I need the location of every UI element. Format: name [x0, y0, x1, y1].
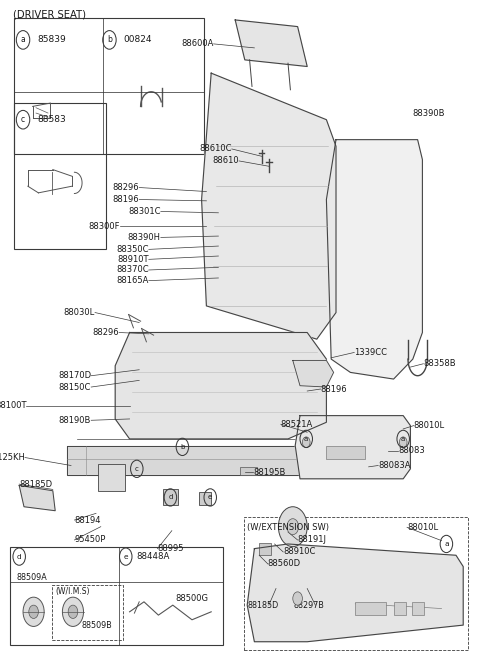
Text: 1339CC: 1339CC [354, 348, 387, 357]
Text: 88010L: 88010L [414, 421, 445, 430]
Text: 88370C: 88370C [116, 265, 149, 275]
Polygon shape [326, 140, 422, 379]
Text: 88509B: 88509B [82, 620, 112, 630]
Text: 88610C: 88610C [199, 144, 232, 154]
Bar [326, 446, 365, 459]
Text: 88191J: 88191J [298, 535, 326, 545]
Circle shape [23, 597, 44, 626]
Circle shape [399, 437, 407, 448]
Text: 88521A: 88521A [281, 420, 313, 429]
Text: 88390H: 88390H [128, 233, 161, 242]
Text: (DRIVER SEAT): (DRIVER SEAT) [13, 9, 86, 20]
Text: a: a [444, 541, 449, 547]
Text: 85839: 85839 [37, 35, 66, 45]
Text: 88297B: 88297B [294, 600, 324, 610]
Text: a: a [21, 35, 25, 45]
Polygon shape [235, 20, 307, 66]
Text: 88185D: 88185D [19, 479, 52, 489]
Text: 88100T: 88100T [0, 401, 26, 410]
Text: 88358B: 88358B [423, 359, 456, 368]
Polygon shape [19, 485, 55, 511]
Text: 88185D: 88185D [247, 600, 278, 610]
Polygon shape [247, 544, 463, 642]
Text: a: a [401, 436, 405, 442]
Circle shape [29, 605, 38, 618]
Polygon shape [202, 73, 336, 339]
Text: 88296: 88296 [93, 328, 119, 337]
Text: 88190B: 88190B [59, 416, 91, 425]
Text: 00824: 00824 [124, 35, 152, 45]
Text: 88083A: 88083A [378, 461, 411, 470]
Polygon shape [67, 446, 326, 475]
Text: 88030L: 88030L [64, 308, 95, 317]
Bar [259, 543, 271, 555]
Text: e: e [208, 494, 212, 501]
Text: a: a [304, 436, 308, 442]
Text: 88600A: 88600A [181, 39, 214, 49]
Bar [240, 467, 257, 475]
Text: d: d [168, 494, 173, 501]
Circle shape [68, 605, 78, 618]
Bar [412, 602, 424, 615]
Polygon shape [295, 416, 410, 479]
Text: 88165A: 88165A [117, 276, 149, 285]
Text: 88350C: 88350C [116, 245, 149, 254]
Text: 88995: 88995 [157, 544, 184, 553]
Text: c: c [135, 465, 139, 472]
Bar [199, 492, 211, 505]
Circle shape [278, 507, 307, 547]
Text: c: c [21, 115, 25, 124]
Circle shape [287, 519, 299, 535]
Text: e: e [123, 553, 128, 560]
Text: 88195B: 88195B [253, 467, 286, 477]
Text: d: d [17, 553, 22, 560]
Text: 88583: 88583 [37, 115, 66, 124]
Circle shape [302, 437, 310, 448]
Text: 88083: 88083 [398, 446, 425, 456]
Text: 88010L: 88010L [407, 523, 438, 532]
Text: (W/EXTENSION SW): (W/EXTENSION SW) [247, 523, 329, 532]
Polygon shape [115, 332, 326, 439]
Text: 88509A: 88509A [17, 573, 48, 582]
Circle shape [293, 592, 302, 605]
Text: (W/I.M.S): (W/I.M.S) [55, 587, 90, 597]
Text: 88300F: 88300F [88, 221, 120, 231]
Text: 88296: 88296 [113, 183, 139, 192]
Bar [394, 602, 406, 615]
Bar [355, 602, 386, 615]
Text: b: b [180, 444, 185, 450]
Text: 88500G: 88500G [176, 594, 208, 603]
Text: 1125KH: 1125KH [0, 453, 25, 462]
Text: 88390B: 88390B [413, 108, 445, 118]
Polygon shape [293, 360, 334, 387]
Text: 88610: 88610 [213, 156, 239, 166]
Circle shape [62, 597, 84, 626]
Text: 88150C: 88150C [59, 382, 91, 392]
Text: 88194: 88194 [74, 515, 101, 525]
Text: 88910C: 88910C [283, 547, 315, 557]
Text: 88196: 88196 [113, 195, 139, 204]
Text: b: b [107, 35, 112, 45]
Text: 88170D: 88170D [58, 371, 91, 380]
Text: 88560D: 88560D [268, 559, 301, 569]
Text: 88196: 88196 [321, 384, 347, 394]
Bar [163, 489, 178, 505]
Text: 88301C: 88301C [128, 207, 161, 216]
Text: 95450P: 95450P [74, 535, 106, 545]
Text: 88910T: 88910T [117, 255, 149, 264]
Text: 88448A: 88448A [137, 552, 170, 561]
Bar [98, 464, 125, 491]
